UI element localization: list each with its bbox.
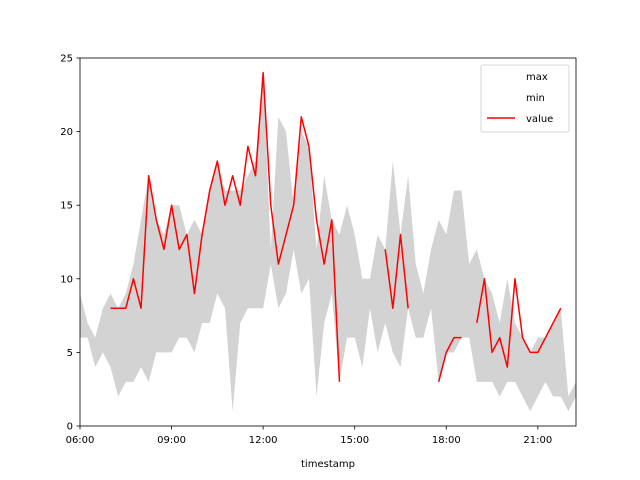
- y-tick-label: 15: [60, 201, 73, 212]
- x-tick-label: 15:00: [340, 435, 369, 446]
- y-tick-label: 25: [60, 54, 73, 65]
- value-line-segment-2: [384, 233, 409, 309]
- y-tick-label: 10: [60, 274, 73, 285]
- x-tick-label: 21:00: [523, 435, 552, 446]
- plot-frame: [79, 57, 577, 427]
- x-axis: 06:00 09:00 12:00 15:00 18:00 21:00: [66, 426, 552, 446]
- x-tick-label: 06:00: [66, 435, 95, 446]
- y-tick-label: 5: [67, 348, 73, 359]
- x-tick-label: 09:00: [157, 435, 186, 446]
- value-line-segment-1: [110, 71, 341, 382]
- legend-box: [480, 64, 570, 133]
- x-tick-label: 18:00: [432, 435, 461, 446]
- legend: max min value: [480, 64, 570, 133]
- y-axis: 0 5 10 15 20 25: [60, 54, 80, 433]
- y-tick-label: 0: [67, 422, 73, 433]
- value-line-segment-3: [437, 336, 462, 383]
- legend-label-max: max: [526, 72, 548, 83]
- legend-label-value: value: [526, 114, 553, 125]
- value-series-layer: [110, 71, 562, 383]
- x-axis-title: timestamp: [301, 459, 355, 470]
- x-tick-label: 12:00: [249, 435, 278, 446]
- value-line-segment-4: [476, 278, 562, 368]
- legend-label-min: min: [526, 93, 545, 104]
- y-tick-label: 20: [60, 127, 73, 138]
